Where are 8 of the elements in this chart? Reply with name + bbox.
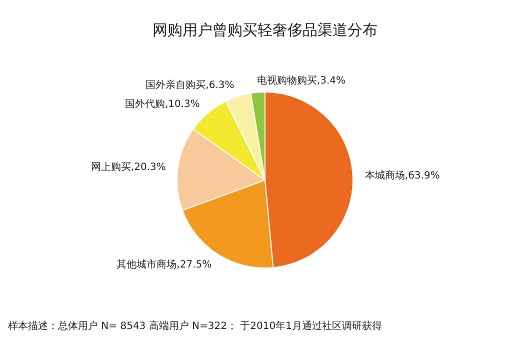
slice-label: 国外代购,10.3% bbox=[124, 99, 200, 110]
text: 样本描述：总体用户 N= 8543 高端用户 N=322； 于2010年1月通过社区调研获得 bbox=[8, 320, 382, 332]
slice-label: 本城商场,63.9% bbox=[364, 169, 440, 182]
chart-title: 网购用户曾购买轻奢侈品渠道分布 bbox=[152, 21, 378, 39]
slice-label: 其他城市商场,27.5% bbox=[116, 258, 212, 271]
slice-label: 电视购物购买,3.4% bbox=[256, 74, 346, 86]
slice-label: 网上购买,20.3% bbox=[90, 160, 166, 173]
slice-label: 国外亲自购买,6.3% bbox=[146, 78, 234, 91]
